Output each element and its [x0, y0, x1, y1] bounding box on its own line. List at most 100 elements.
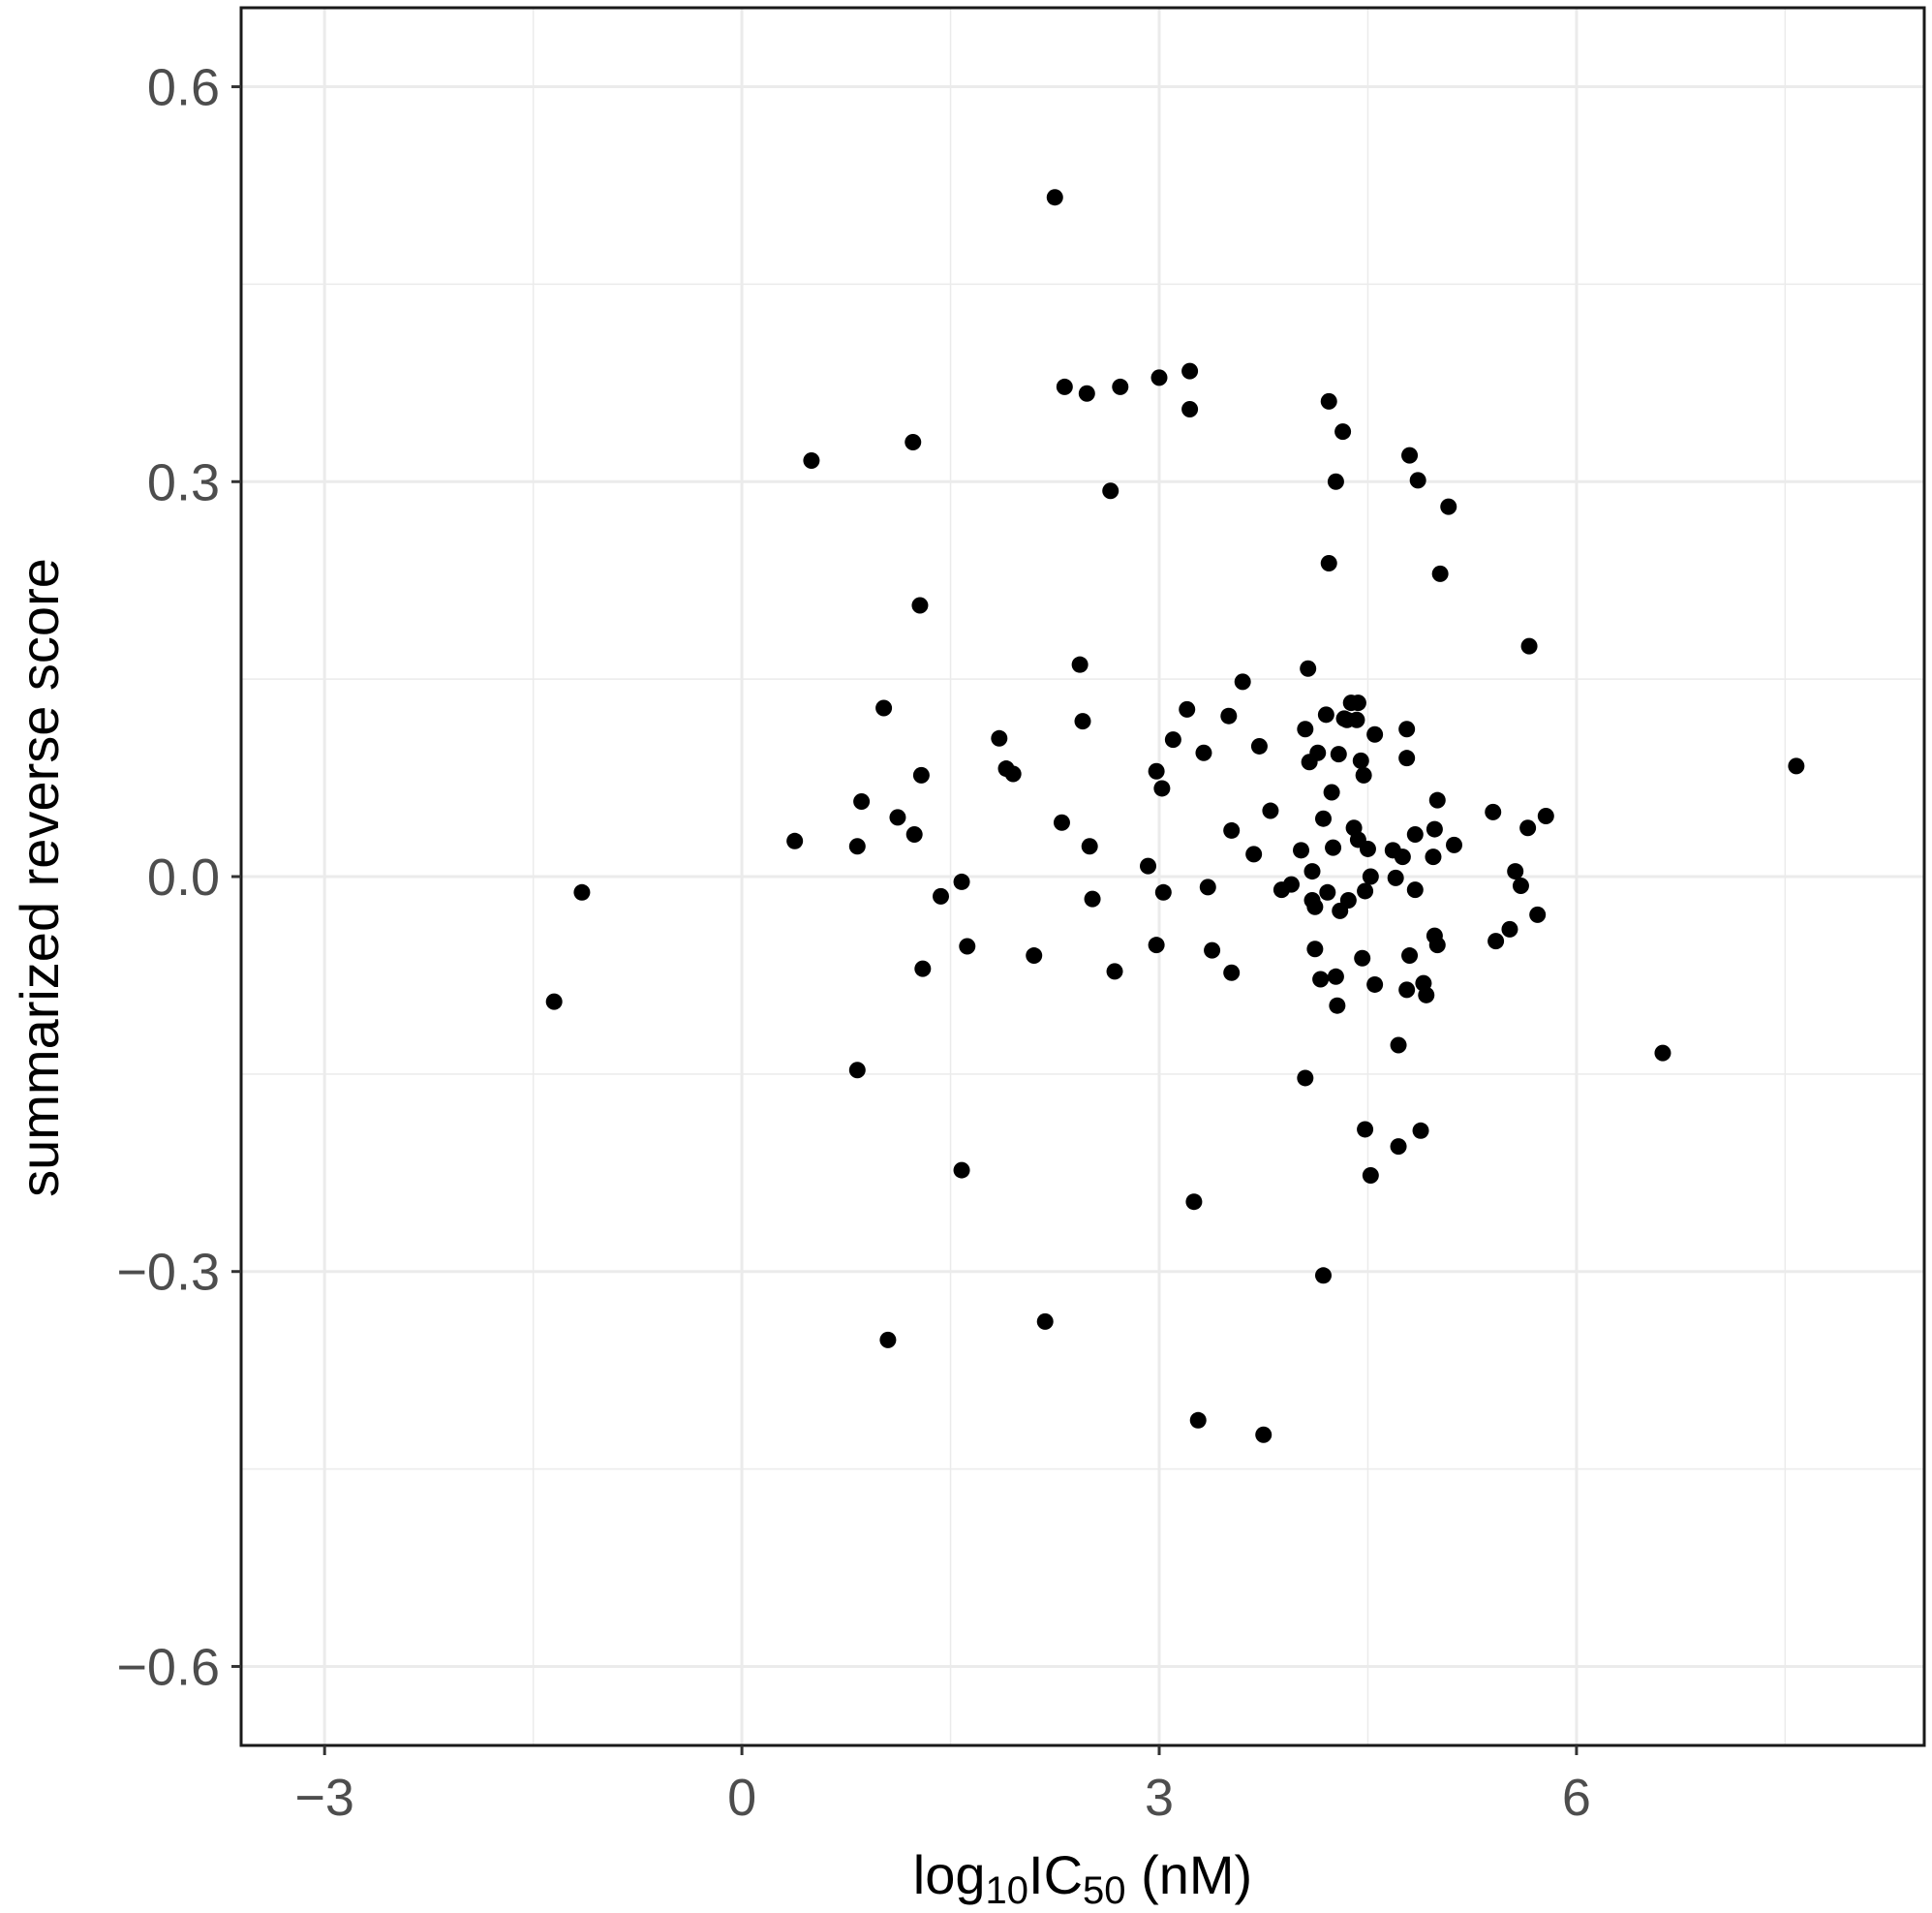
data-point — [1320, 555, 1337, 572]
data-point — [1250, 737, 1268, 755]
data-point — [1046, 189, 1063, 206]
data-point — [1354, 949, 1371, 967]
data-point — [1223, 964, 1241, 981]
data-point — [1153, 780, 1171, 797]
data-point — [1366, 725, 1384, 743]
data-point — [959, 938, 976, 955]
data-point — [1314, 810, 1332, 827]
data-point — [1234, 673, 1251, 691]
data-point — [1323, 784, 1340, 801]
y-tick-label: 0.3 — [147, 453, 220, 511]
data-point — [786, 832, 804, 849]
data-point — [1362, 868, 1379, 885]
data-point — [1327, 968, 1344, 985]
data-point — [1487, 933, 1505, 950]
y-tick-label: −0.3 — [116, 1244, 220, 1302]
data-point — [1327, 473, 1344, 490]
data-point — [1537, 807, 1554, 824]
data-point — [1148, 762, 1165, 780]
data-point — [545, 993, 563, 1010]
x-tick-label: 6 — [1562, 1769, 1591, 1827]
data-point — [1185, 1193, 1203, 1211]
data-point — [1293, 842, 1310, 859]
data-point — [1348, 711, 1365, 728]
data-point — [848, 838, 866, 855]
data-point — [914, 960, 932, 977]
data-point — [1431, 565, 1449, 582]
data-point — [1406, 881, 1424, 899]
data-point — [1195, 744, 1212, 761]
data-point — [1520, 637, 1538, 655]
data-point — [879, 1331, 897, 1348]
data-point — [1074, 713, 1091, 730]
data-point — [1223, 821, 1241, 839]
data-point — [1179, 700, 1196, 718]
data-point — [1440, 498, 1457, 515]
data-point — [905, 434, 922, 450]
data-point — [1306, 898, 1324, 915]
data-point — [912, 766, 930, 784]
data-point — [1306, 941, 1324, 958]
data-point — [1412, 1122, 1429, 1139]
data-point — [1485, 803, 1502, 820]
data-point — [1189, 1411, 1207, 1429]
y-axis-ticks: −0.6 −0.3 0.0 0.3 0.6 — [116, 59, 241, 1696]
data-points — [545, 189, 1805, 1443]
data-point — [1078, 385, 1095, 402]
x-axis-ticks: −3 0 3 6 — [294, 1745, 1591, 1827]
data-point — [1053, 814, 1070, 831]
data-point — [1349, 694, 1366, 712]
data-point — [1084, 890, 1101, 908]
x-axis-title: log10IC50 (nM) — [913, 1844, 1252, 1912]
data-point — [1352, 752, 1369, 769]
data-point — [1359, 840, 1376, 857]
data-point — [1357, 1121, 1374, 1138]
data-point — [1004, 765, 1022, 783]
data-point — [1245, 846, 1263, 863]
data-point — [1394, 849, 1411, 866]
data-point — [1418, 986, 1435, 1003]
data-point — [1330, 746, 1347, 763]
y-tick-label: 0.6 — [147, 59, 220, 117]
x-tick-label: 0 — [727, 1769, 756, 1827]
y-axis-title: summarized reverse score — [9, 558, 70, 1197]
data-point — [1428, 791, 1446, 809]
x-tick-label: 3 — [1145, 1769, 1174, 1827]
data-point — [1036, 1312, 1054, 1330]
data-point — [911, 597, 929, 614]
data-point — [1355, 766, 1372, 784]
data-point — [1262, 802, 1279, 819]
data-point — [1026, 947, 1043, 965]
data-point — [1071, 656, 1089, 673]
data-point — [803, 452, 820, 470]
data-point — [853, 793, 871, 811]
data-point — [1220, 707, 1238, 725]
data-point — [1325, 839, 1342, 856]
data-point — [1320, 392, 1337, 410]
data-point — [1297, 721, 1314, 738]
grid-lines — [241, 8, 1924, 1745]
data-point — [1501, 920, 1518, 938]
data-point — [1398, 721, 1416, 738]
data-point — [1300, 660, 1317, 677]
data-point — [1401, 947, 1419, 965]
data-point — [1181, 362, 1199, 380]
data-point — [1390, 1036, 1407, 1054]
y-tick-label: −0.6 — [116, 1638, 220, 1696]
data-point — [953, 873, 970, 890]
data-point — [1426, 820, 1443, 838]
data-point — [1154, 883, 1172, 901]
data-point — [1148, 937, 1165, 954]
data-point — [1255, 1426, 1273, 1443]
data-point — [1446, 836, 1463, 853]
data-point — [1398, 750, 1416, 767]
data-point — [1312, 971, 1330, 988]
data-point — [1357, 882, 1374, 900]
data-point — [1102, 482, 1119, 500]
data-point — [1428, 937, 1446, 954]
data-point — [1398, 981, 1416, 999]
data-point — [1081, 838, 1098, 855]
data-point — [1425, 849, 1442, 866]
data-point — [905, 826, 923, 844]
